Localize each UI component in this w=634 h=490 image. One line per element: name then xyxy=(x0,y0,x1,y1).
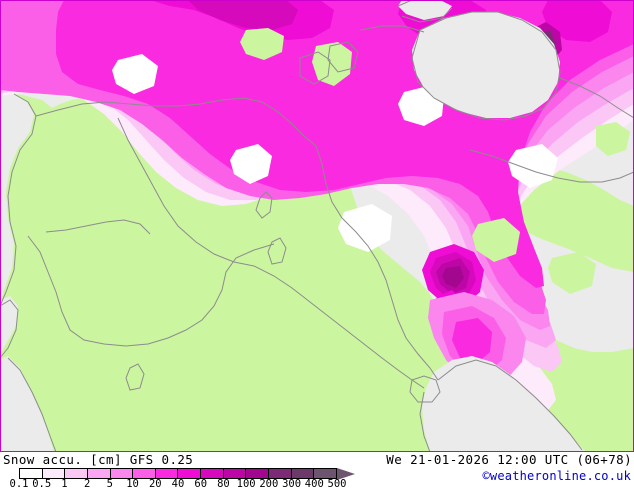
border-turkey-iraq xyxy=(243,97,317,147)
green-island-d xyxy=(534,202,580,244)
lake-inland-south xyxy=(125,363,145,391)
lake-habbaniyah xyxy=(255,191,273,219)
hole-d xyxy=(338,204,392,252)
colorbar-tick-0p5: 0.5 xyxy=(32,478,52,490)
colorbar-tick-100: 100 xyxy=(236,478,256,490)
colorbar-container[interactable] xyxy=(19,468,337,490)
hole-b xyxy=(230,144,272,184)
coast-red-sea xyxy=(7,357,57,452)
lake-urmia xyxy=(327,41,359,73)
coast-persian-gulf-north xyxy=(437,359,583,451)
colorbar-swatch-12 xyxy=(291,469,315,478)
colorbar-tick-20: 20 xyxy=(148,478,162,490)
snow-contour-40-caucasus xyxy=(542,0,612,42)
border-layer xyxy=(0,0,634,452)
sea-layer xyxy=(0,0,586,452)
green-island-e xyxy=(596,122,630,156)
green-island-c xyxy=(472,218,520,262)
hole-c xyxy=(112,54,158,94)
sea-caspian xyxy=(412,12,560,118)
colorbar-tick-200: 200 xyxy=(259,478,279,490)
coast-caspian xyxy=(411,11,561,121)
sea-red-sea xyxy=(0,356,54,452)
border-iraq-saudi xyxy=(253,265,425,389)
green-island-g xyxy=(600,228,634,266)
sea-black-sea xyxy=(398,0,452,20)
colorbar-swatch-9 xyxy=(223,469,247,478)
colorbar-tick-2: 2 xyxy=(83,478,91,490)
green-island-b xyxy=(312,42,352,86)
colorbar-swatch-0 xyxy=(20,469,43,478)
green-island-a xyxy=(240,28,284,60)
colorbar[interactable] xyxy=(19,468,337,479)
colorbar-tick-40: 40 xyxy=(171,478,185,490)
lake-razzaza xyxy=(267,237,287,265)
snow-contour-60-turkey xyxy=(188,0,298,30)
colorbar-tick-80: 80 xyxy=(217,478,230,490)
colorbar-swatch-11 xyxy=(269,469,292,478)
sea-persian-gulf xyxy=(422,356,586,452)
colorbar-swatch-8 xyxy=(201,469,224,478)
colorbar-tick-500: 500 xyxy=(327,478,347,490)
colorbar-tick-5: 5 xyxy=(106,478,114,490)
colorbar-tick-labels: 0.1 0.5 1 2 5 10 20 40 60 80 100 200 300 400 500 xyxy=(10,478,347,490)
colorbar-swatch-3 xyxy=(87,469,111,478)
valid-datetime-label: We 21-01-2026 12:00 UTC (06+78) xyxy=(386,452,632,467)
copyright-link[interactable]: ©weatheronline.co.uk xyxy=(482,469,631,483)
legend-panel: Snow accu. [cm] GFS 0.25 We 21-01-2026 1… xyxy=(0,452,634,490)
coast-mediterranean xyxy=(0,93,37,307)
sea-red-sea-north xyxy=(0,296,18,354)
colorbar-tick-300: 300 xyxy=(282,478,302,490)
colorbar-swatch-13 xyxy=(314,469,336,478)
hole-e xyxy=(508,144,558,188)
border-turkey-syria xyxy=(35,97,245,117)
colorbar-swatch-6 xyxy=(155,469,179,478)
snow-contour-20-zagros-tail xyxy=(452,318,492,364)
colorbar-swatch-5 xyxy=(133,469,156,478)
border-syria-jordan xyxy=(45,219,151,235)
colorbar-tick-60: 60 xyxy=(194,478,208,490)
green-island-f xyxy=(548,252,596,294)
colorbar-swatch-2 xyxy=(65,469,88,478)
colorbar-tick-1: 1 xyxy=(61,478,68,490)
border-iran-caspian xyxy=(559,77,634,119)
coast-sinai-west xyxy=(0,299,19,359)
colorbar-swatch-1 xyxy=(42,469,66,478)
forecast-map[interactable] xyxy=(0,0,634,452)
border-iran-north xyxy=(359,25,425,33)
coast-persian-gulf-west xyxy=(419,391,431,452)
snow-free-holes xyxy=(112,54,558,252)
legend-title: Snow accu. [cm] GFS 0.25 xyxy=(3,452,194,467)
colorbar-tick-400: 400 xyxy=(304,478,324,490)
snow-contour-100-zagros xyxy=(442,266,464,288)
border-iran-internal xyxy=(469,149,634,183)
sea-mediterranean xyxy=(0,94,34,304)
lake-van xyxy=(299,51,331,85)
green-islands-in-snowfield xyxy=(240,28,634,294)
map-canvas[interactable] xyxy=(0,0,634,452)
colorbar-tick-10: 10 xyxy=(126,478,139,490)
colorbar-tick-0p1: 0.1 xyxy=(9,478,29,490)
border-kuwait xyxy=(409,375,441,403)
border-iraq-iran xyxy=(315,145,439,381)
colorbar-swatch-10 xyxy=(246,469,270,478)
border-jordan xyxy=(27,235,275,347)
colorbar-swatch-4 xyxy=(110,469,134,478)
colorbar-overflow-arrow xyxy=(337,468,355,480)
colorbar-swatch-7 xyxy=(178,469,202,478)
border-syria-iraq xyxy=(117,117,255,267)
